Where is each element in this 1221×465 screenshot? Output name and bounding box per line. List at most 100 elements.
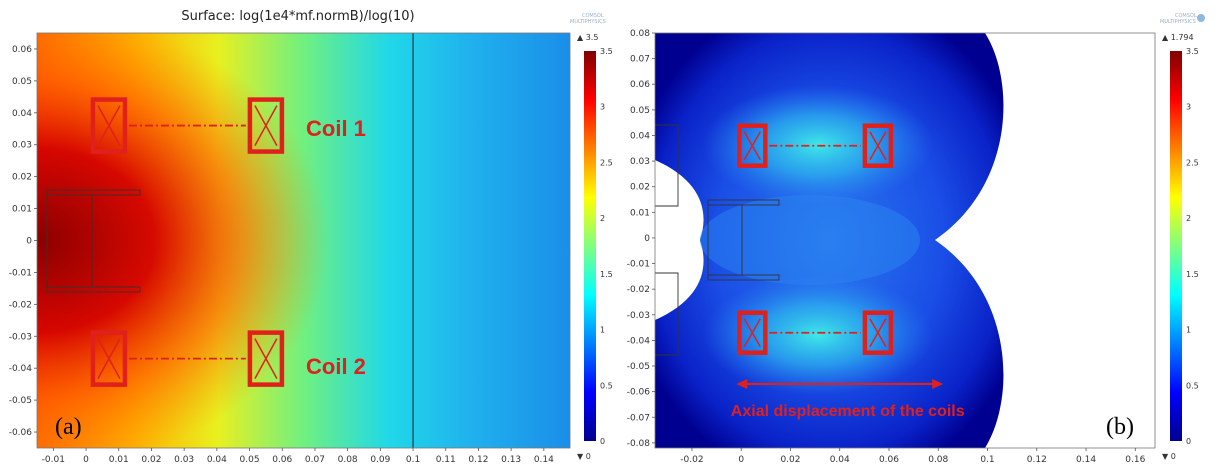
comsol-logo-a: COMSOL <box>582 13 604 19</box>
y-tick-label: -0.05 <box>9 396 32 406</box>
panel-a-colorbar-min: ▼ 0 <box>577 452 591 461</box>
panel-b-label: (b) <box>1106 414 1134 440</box>
coil-cross-section <box>862 123 894 168</box>
coil-cross-line <box>254 105 278 146</box>
colorbar-tick-label: 2 <box>1186 214 1191 223</box>
panel-b-colorbar: ▲ 1.794 3.5 3 2.5 2 1.5 1 0.5 0 ▼ 0 <box>1162 33 1199 461</box>
panel-a-colorbar-max: ▲ 3.5 <box>577 33 598 42</box>
panel-a-x-axis: -0.01 0 0.01 0.02 0.03 0.04 0.05 0.06 0.07 0.08 0.… <box>42 448 554 465</box>
y-tick-label: 0.06 <box>630 80 650 90</box>
x-tick-label: -0.02 <box>680 455 703 465</box>
coil-cross-section <box>90 330 128 387</box>
x-tick-label: 0.11 <box>436 455 456 465</box>
y-tick-label: 0.02 <box>630 183 650 193</box>
panel-a-colorbar: ▲ 3.5 3.5 3 2.5 2 1.5 1 0.5 0 ▼ 0 <box>577 33 613 461</box>
colorbar-tick-label: 3.5 <box>1186 47 1199 56</box>
coil-1-label: Coil 1 <box>306 116 366 141</box>
colorbar-tick-label: 0.5 <box>1186 381 1199 390</box>
coil-box <box>90 330 128 387</box>
x-tick-label: 0.14 <box>534 455 554 465</box>
colorbar-tick-label: 0.5 <box>600 381 613 390</box>
y-tick-label: 0 <box>644 234 650 244</box>
colorbar-tick-label: 2 <box>600 214 605 223</box>
coil-cross-line <box>869 318 887 348</box>
y-tick-label: -0.02 <box>627 285 650 295</box>
panel-b-glow-center <box>700 195 920 285</box>
panel-b-colorbar-min: ▼ 0 <box>1162 452 1176 461</box>
y-tick-label: 0.08 <box>630 29 650 39</box>
coil-cross-section <box>247 97 285 154</box>
y-tick-label: -0.06 <box>9 428 33 438</box>
x-tick-label: 0.12 <box>468 455 488 465</box>
panel-b-glow-bottom <box>703 275 933 395</box>
arrow-head-right <box>932 378 944 389</box>
x-tick-label: 0.1 <box>406 455 420 465</box>
coil-cross-line <box>743 318 761 348</box>
colorbar-tick-label: 1.5 <box>1186 270 1199 279</box>
y-tick-label: -0.01 <box>627 260 650 270</box>
coil-box <box>247 330 285 387</box>
x-tick-label: 0 <box>738 455 744 465</box>
y-tick-label: 0.05 <box>630 106 650 116</box>
y-tick-label: 0.07 <box>630 55 650 65</box>
colorbar-tick-label: 2.5 <box>1186 158 1199 167</box>
x-tick-label: 0.03 <box>174 455 194 465</box>
x-tick-label: 0.02 <box>141 455 161 465</box>
x-tick-label: 0.16 <box>1125 455 1145 465</box>
colorbar-tick-label: 1 <box>600 326 605 335</box>
colorbar-tick-label: 3 <box>600 103 605 112</box>
coil-box <box>862 310 894 355</box>
colorbar-tick-label: 1.5 <box>600 270 613 279</box>
comsol-logo-icon <box>1197 14 1205 22</box>
coil-box <box>737 123 768 168</box>
y-tick-label: -0.05 <box>627 362 650 372</box>
y-tick-label: -0.04 <box>627 336 651 346</box>
panel-b-coils <box>737 123 894 355</box>
colorbar-tick-label: 0 <box>600 437 605 446</box>
panel-b-plot <box>655 33 1155 448</box>
coil-cross-line <box>254 338 278 379</box>
x-tick-label: -0.01 <box>42 455 65 465</box>
axial-displacement-arrow <box>736 378 944 389</box>
y-tick-label: -0.07 <box>627 413 650 423</box>
coil-cross-line <box>869 131 887 161</box>
x-tick-label: 0.06 <box>272 455 292 465</box>
coil-cross-section <box>737 123 768 168</box>
axial-displacement-label: Axial displacement of the coils <box>731 403 965 420</box>
y-tick-label: 0.01 <box>12 205 32 215</box>
y-tick-label: -0.08 <box>627 439 651 449</box>
coil-box <box>90 97 128 154</box>
coil-cross-section <box>862 310 894 355</box>
panel-a-sample-outline <box>46 189 141 293</box>
colorbar-tick-label: 2.5 <box>600 158 613 167</box>
x-tick-label: 0.04 <box>207 455 227 465</box>
panel-a-y-axis: 0.06 0.05 0.04 0.03 0.02 0.01 0 -0.01 -0.02 -0.03… <box>9 45 37 438</box>
coil-box <box>737 310 768 355</box>
x-tick-label: 0.05 <box>240 455 260 465</box>
panel-b-sample-outline <box>655 124 780 356</box>
panel-b-frame <box>654 32 1156 449</box>
y-tick-label: 0.06 <box>12 45 32 55</box>
x-tick-label: 0.1 <box>980 455 994 465</box>
comsol-logo-a-sub: MULTIPHYSICS <box>570 19 606 25</box>
y-tick-label: -0.01 <box>9 268 32 278</box>
x-tick-label: 0.12 <box>1027 455 1047 465</box>
colorbar-tick-label: 0 <box>1186 437 1191 446</box>
y-tick-label: 0.03 <box>12 141 32 151</box>
panel-a-coils <box>90 97 285 387</box>
x-tick-label: 0.02 <box>780 455 800 465</box>
y-tick-label: 0.05 <box>12 77 32 87</box>
panel-a-plot <box>37 33 570 448</box>
coil-cross-section <box>737 310 768 355</box>
coil-cross-section <box>247 330 285 387</box>
panel-a-label: (a) <box>55 414 82 440</box>
x-tick-label: 0.14 <box>1076 455 1096 465</box>
colorbar-tick-label: 3 <box>1186 103 1191 112</box>
coil-box <box>862 123 894 168</box>
arrow-head-left <box>736 378 748 389</box>
x-tick-label: 0.08 <box>928 455 948 465</box>
coil-cross-line <box>97 105 121 146</box>
panel-a-colorbar-scale <box>584 51 596 441</box>
comsol-logo-b-sub: MULTIPHYSICS <box>1160 19 1196 25</box>
